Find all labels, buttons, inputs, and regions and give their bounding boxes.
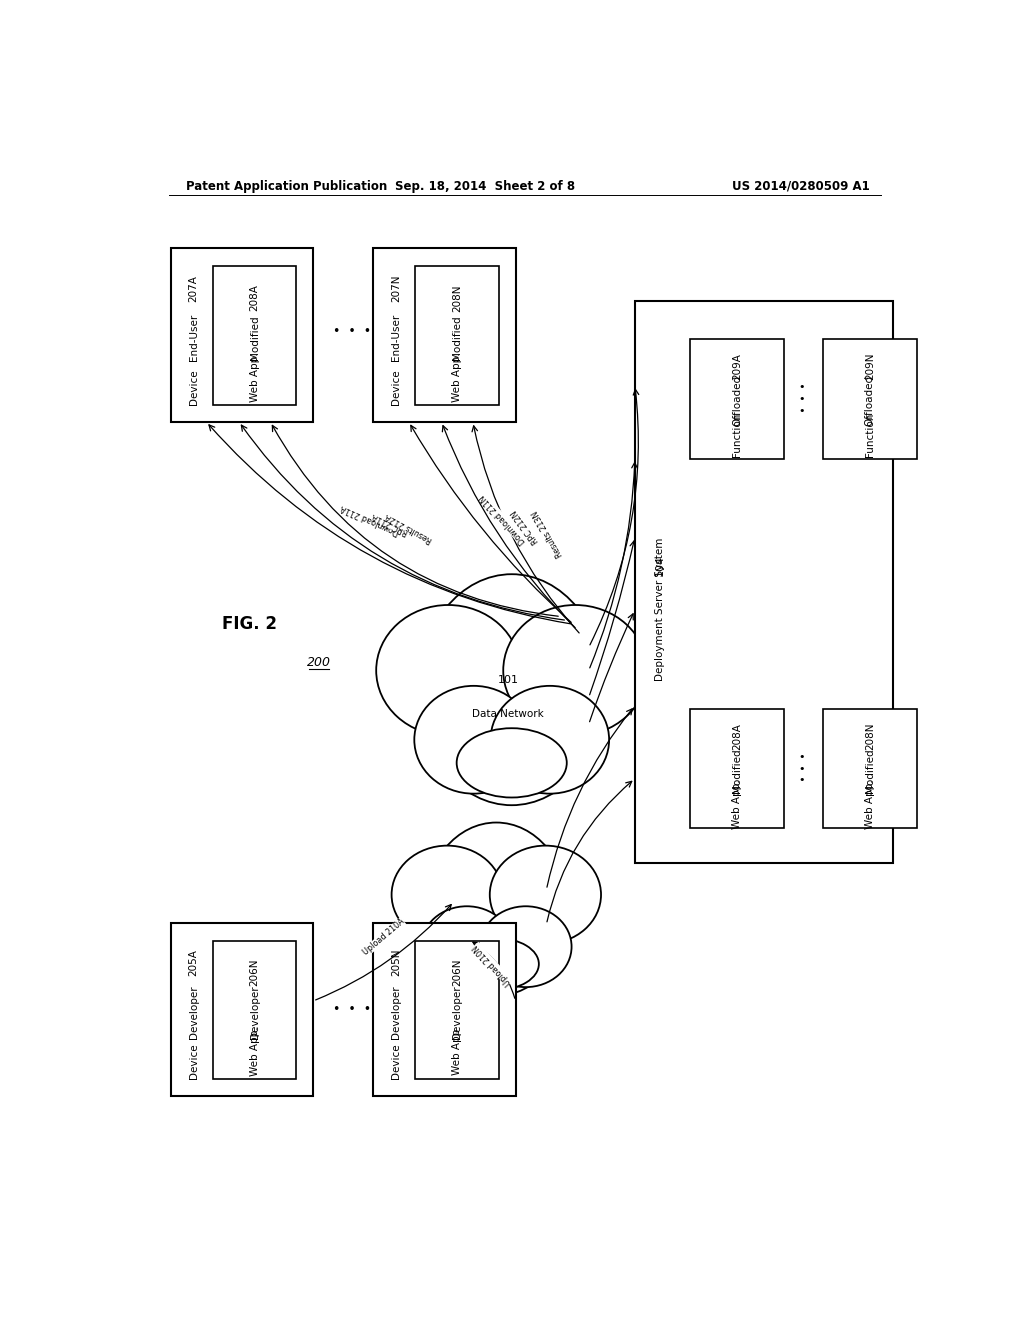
Text: Function: Function [864, 413, 874, 457]
Text: 206N: 206N [250, 958, 259, 986]
Ellipse shape [419, 574, 605, 805]
Ellipse shape [454, 939, 539, 990]
Ellipse shape [424, 822, 568, 995]
Text: Developer: Developer [188, 985, 199, 1039]
Ellipse shape [503, 605, 647, 737]
Bar [690, 339, 784, 459]
Bar [823, 339, 916, 459]
Bar [690, 709, 784, 829]
Text: Upload 210N: Upload 210N [472, 942, 513, 986]
Ellipse shape [490, 686, 609, 793]
Ellipse shape [415, 686, 532, 793]
Text: Device: Device [391, 370, 401, 405]
Text: 104: 104 [654, 554, 665, 576]
Text: 208A: 208A [732, 723, 742, 750]
Text: Web App.: Web App. [250, 1027, 259, 1076]
Text: Download 211N: Download 211N [478, 492, 527, 545]
Ellipse shape [391, 846, 503, 944]
Bar [373, 248, 515, 422]
Bar [171, 248, 313, 422]
Text: Function: Function [732, 413, 742, 457]
Text: 208N: 208N [452, 284, 462, 312]
Bar [416, 941, 499, 1080]
Text: •
•
•: • • • [798, 752, 805, 785]
Text: 206N: 206N [452, 958, 462, 986]
Text: Results 213N: Results 213N [530, 510, 564, 558]
Ellipse shape [457, 729, 566, 797]
Text: 209N: 209N [864, 352, 874, 380]
Text: 208N: 208N [864, 722, 874, 750]
Text: Modified: Modified [732, 748, 742, 792]
Text: Deployment Server System: Deployment Server System [654, 537, 665, 681]
Text: •  •  •: • • • [333, 325, 372, 338]
Text: 209A: 209A [732, 354, 742, 380]
Text: 207A: 207A [188, 275, 199, 301]
Text: Device: Device [188, 1044, 199, 1080]
Text: Developer: Developer [452, 985, 462, 1039]
Bar [171, 923, 313, 1096]
Ellipse shape [376, 605, 520, 737]
Text: Offloaded: Offloaded [732, 375, 742, 426]
Text: Download 211A: Download 211A [340, 502, 401, 536]
Text: Modified: Modified [250, 315, 259, 360]
Text: US 2014/0280509 A1: US 2014/0280509 A1 [732, 180, 869, 193]
Text: Web App.: Web App. [864, 780, 874, 829]
Text: Patent Application Publication: Patent Application Publication [186, 180, 387, 193]
Text: Web App.: Web App. [732, 780, 742, 829]
Text: Upload 210A: Upload 210A [360, 917, 407, 957]
Text: FIG. 2: FIG. 2 [222, 615, 278, 634]
Text: End-User: End-User [391, 314, 401, 362]
Bar [823, 709, 916, 829]
Text: RPC 211A: RPC 211A [371, 511, 410, 536]
Text: Results 212A: Results 212A [384, 511, 434, 544]
Text: 200: 200 [307, 656, 331, 669]
Text: Developer: Developer [391, 985, 401, 1039]
Text: Modified: Modified [452, 315, 462, 360]
Bar [213, 941, 296, 1080]
Bar [635, 301, 893, 863]
Ellipse shape [480, 907, 571, 987]
Text: Sep. 18, 2014  Sheet 2 of 8: Sep. 18, 2014 Sheet 2 of 8 [394, 180, 574, 193]
Text: Web App.: Web App. [250, 352, 259, 401]
Text: •  •  •: • • • [333, 1003, 372, 1016]
Text: •
•
•: • • • [798, 383, 805, 416]
Text: Web App: Web App [452, 1028, 462, 1074]
Ellipse shape [489, 846, 601, 944]
Text: 208A: 208A [250, 284, 259, 312]
Text: End-User: End-User [188, 314, 199, 362]
Text: Web App.: Web App. [452, 352, 462, 401]
Text: Modified: Modified [864, 748, 874, 792]
Text: Developer: Developer [250, 985, 259, 1039]
Text: Device: Device [188, 370, 199, 405]
Bar [416, 267, 499, 405]
Text: 205N: 205N [391, 949, 401, 977]
Text: 205A: 205A [188, 949, 199, 975]
Text: 101: 101 [498, 676, 518, 685]
Bar [373, 923, 515, 1096]
Text: RPC 212N: RPC 212N [510, 508, 541, 545]
Text: 207N: 207N [391, 275, 401, 302]
Bar [213, 267, 296, 405]
Text: Data Network: Data Network [472, 709, 544, 719]
Text: Device: Device [391, 1044, 401, 1080]
Ellipse shape [421, 907, 513, 987]
Text: Offloaded: Offloaded [864, 375, 874, 426]
